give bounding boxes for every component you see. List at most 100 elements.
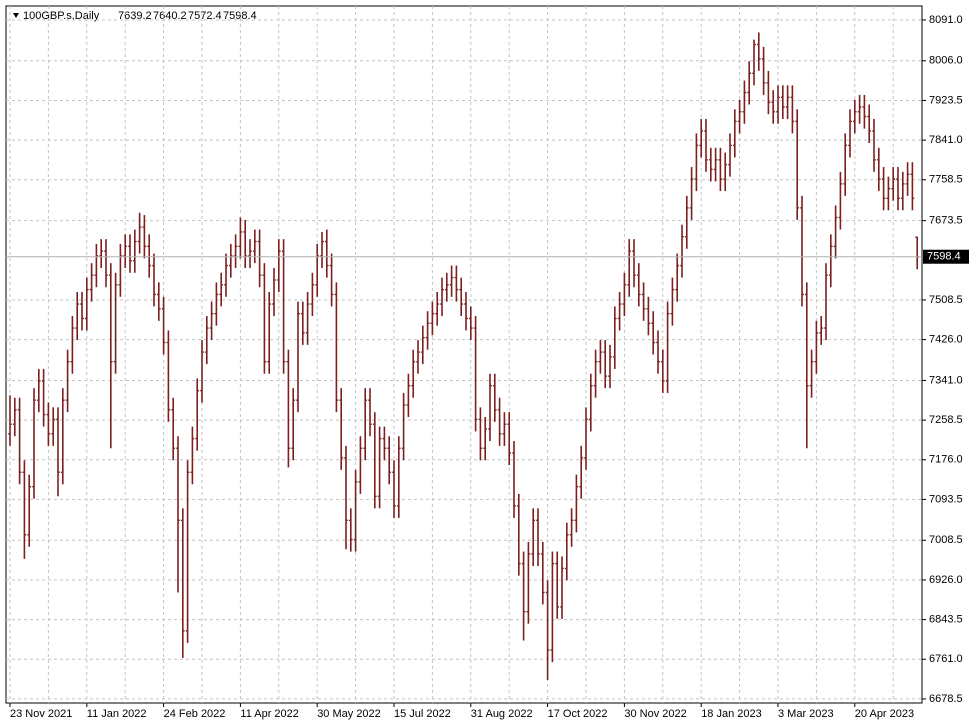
- ohlc-bar: [425, 311, 430, 350]
- ohlc-bar: [209, 301, 214, 341]
- ohlc-bar: [742, 80, 747, 124]
- ohlc-bar: [809, 349, 814, 398]
- ohlc-bar: [526, 541, 531, 624]
- ohlc-bar: [761, 46, 766, 95]
- ohlc-bar: [449, 265, 454, 297]
- ohlc-bar: [257, 229, 262, 288]
- ohlc-bar: [51, 407, 55, 446]
- ohlc-bar: [886, 176, 891, 211]
- ohlc-bar: [329, 253, 334, 307]
- ohlc-bar: [795, 109, 799, 220]
- ohlc-bar: [613, 306, 617, 369]
- ohlc-bar: [315, 243, 319, 297]
- ohlc-bar: [401, 392, 406, 461]
- ohlc-bar: [392, 460, 396, 518]
- ohlc-bar: [253, 229, 257, 264]
- ohlc-bar: [857, 94, 862, 124]
- ohlc-bar: [267, 292, 271, 374]
- x-tick-label: 18 Jan 2023: [701, 708, 762, 720]
- ohlc-bar: [181, 508, 185, 658]
- y-tick-label: 7923.5: [929, 94, 963, 106]
- y-tick-label: 6843.5: [929, 614, 963, 626]
- ohlc-bar: [349, 508, 353, 552]
- ohlc-bar: [46, 402, 51, 446]
- ohlc-bar: [545, 580, 550, 680]
- ohlc-bar: [565, 522, 569, 581]
- ohlc-bar: [478, 407, 483, 461]
- ohlc-bar: [733, 109, 737, 158]
- ohlc-bar: [512, 441, 516, 518]
- ohlc-bar: [41, 368, 46, 427]
- ohlc-bar: [37, 368, 41, 413]
- ohlc-bar: [109, 263, 113, 449]
- ohlc-bar: [445, 272, 449, 302]
- ohlc-bar: [224, 253, 228, 297]
- ohlc-bar: [99, 239, 103, 268]
- ohlc-bar: [608, 344, 612, 389]
- ohlc-bar: [651, 311, 655, 355]
- x-tick-label: 30 Nov 2022: [624, 708, 686, 720]
- ohlc-bar: [277, 239, 281, 293]
- ohlc-bar: [536, 508, 540, 567]
- ohlc-bar: [493, 373, 497, 422]
- ohlc-bar: [833, 205, 838, 259]
- ohlc-bar: [185, 460, 190, 643]
- ohlc-bar: [70, 316, 75, 374]
- ohlc-bar: [397, 436, 401, 518]
- y-tick-label: 7258.5: [929, 414, 963, 426]
- ohlc-bar: [656, 330, 660, 374]
- header-close: 7598.4: [223, 10, 257, 22]
- ohlc-bar: [699, 118, 703, 158]
- ohlc-bar: [157, 282, 161, 321]
- ohlc-bar: [723, 152, 727, 192]
- header-low: 7572.4: [188, 10, 222, 22]
- header-open: 7639.2: [118, 10, 152, 22]
- ohlc-bar: [65, 349, 70, 413]
- x-tick-label: 17 Oct 2022: [548, 708, 608, 720]
- ohlc-bar: [13, 397, 17, 437]
- ohlc-bar: [704, 118, 708, 172]
- ohlc-bar: [238, 217, 243, 259]
- ohlc-bar: [310, 272, 315, 317]
- ohlc-bar: [281, 239, 286, 374]
- ohlc-bar: [627, 239, 631, 297]
- y-tick-label: 6926.0: [929, 574, 963, 586]
- plot-frame: [5, 5, 923, 704]
- y-tick-label: 7093.5: [929, 493, 963, 505]
- current-price-label: 7598.4: [927, 251, 961, 263]
- ohlc-bar: [147, 234, 151, 278]
- ohlc-bar: [80, 292, 84, 331]
- ohlc-bar: [344, 445, 348, 550]
- ohlc-bar: [838, 171, 843, 230]
- ohlc-bar: [75, 292, 79, 341]
- y-tick-label: 7008.5: [929, 534, 963, 546]
- ohlc-bar: [718, 147, 723, 192]
- ohlc-bar: [637, 263, 641, 307]
- ohlc-bar: [128, 234, 132, 273]
- y-tick-label: 7341.0: [929, 374, 963, 386]
- x-tick-label: 24 Feb 2022: [164, 708, 226, 720]
- ohlc-bar: [521, 551, 526, 641]
- ohlc-bar: [22, 460, 27, 559]
- ohlc-bar: [133, 229, 137, 273]
- ohlc-bar: [137, 212, 142, 254]
- ohlc-bar: [8, 395, 12, 446]
- ohlc-bar: [771, 90, 775, 124]
- ohlc-bar: [569, 508, 574, 547]
- ohlc-bar: [776, 85, 780, 124]
- ohlc-bar: [766, 70, 771, 115]
- ohlc-bar: [896, 167, 900, 211]
- ohlc-bar: [752, 39, 756, 86]
- x-tick-label: 31 Aug 2022: [471, 708, 533, 720]
- ohlc-bar: [358, 436, 363, 494]
- ohlc-bar: [353, 469, 358, 552]
- ohlc-bar: [440, 277, 444, 317]
- ohlc-bar: [214, 282, 219, 326]
- ohlc-bar: [541, 541, 545, 605]
- ohlc-bar: [589, 373, 593, 432]
- ohlc-bar: [560, 556, 564, 619]
- ohlc-bar: [800, 195, 804, 307]
- ohlc-bar: [814, 320, 819, 374]
- ohlc-bar: [737, 99, 742, 134]
- ohlc-bar: [32, 388, 36, 499]
